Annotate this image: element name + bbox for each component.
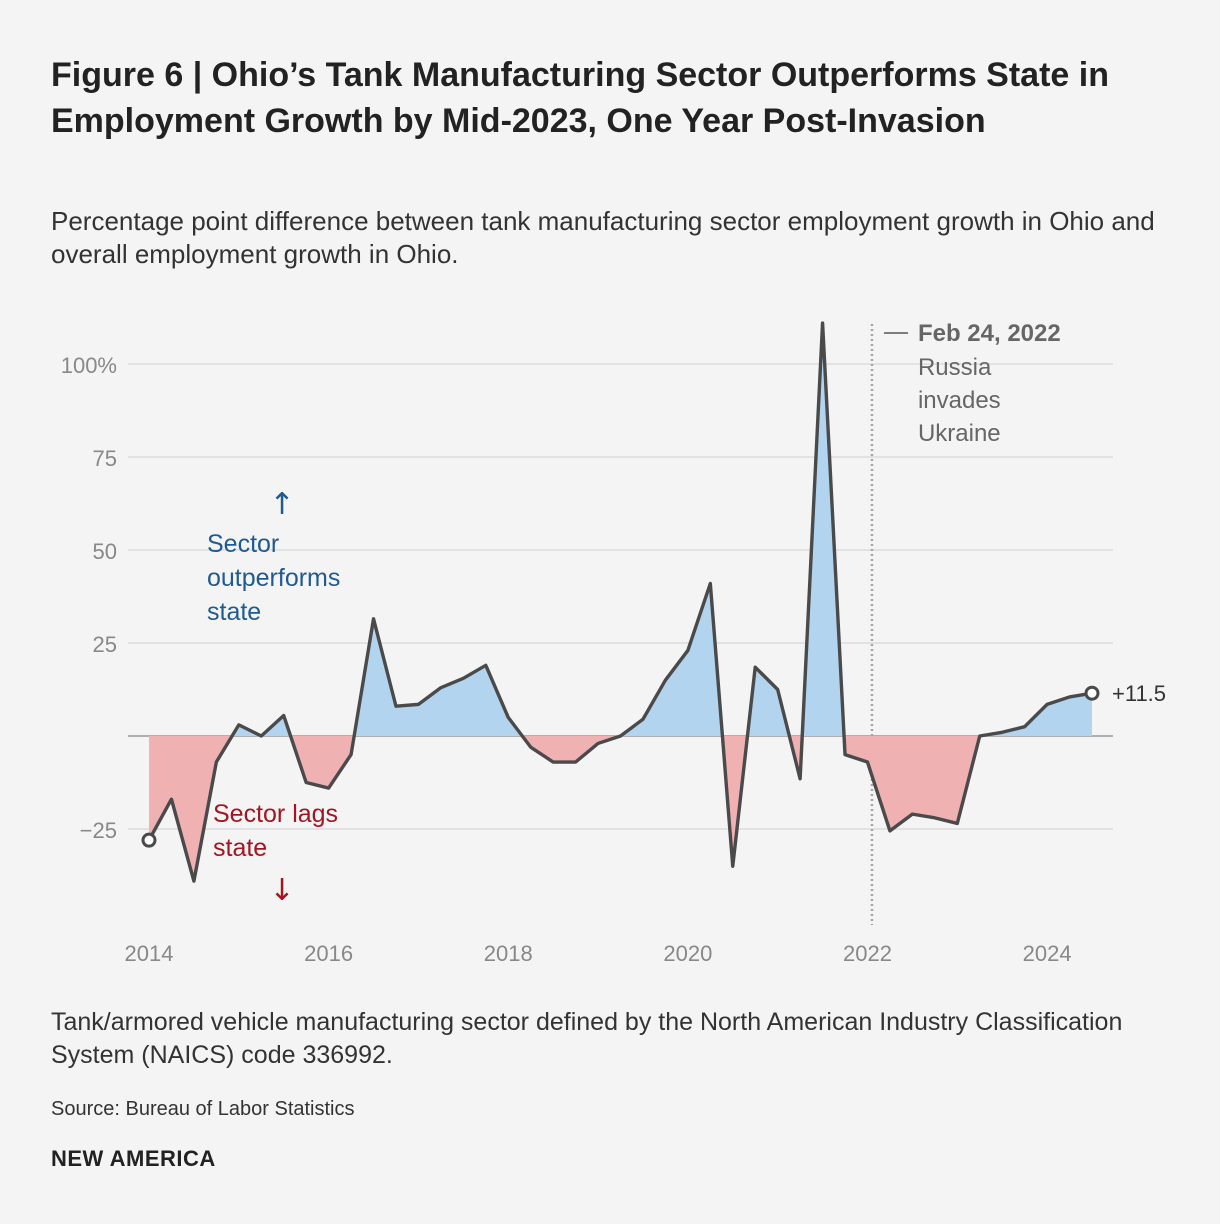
gridlines: [128, 324, 1113, 925]
lag-label-line: state: [213, 834, 267, 862]
end-point-marker: [1084, 685, 1100, 701]
y-tick-label: 50: [93, 539, 117, 564]
last-value-label: +11.5: [1112, 681, 1166, 706]
chart-labels: 100% 75 50 25 −25 2014 2016 2018 2020 2022 2024 +11…: [61, 320, 1166, 966]
negative-area: [149, 736, 233, 882]
positive-area: [802, 323, 845, 736]
event-date-label: Feb 24, 2022: [918, 320, 1061, 347]
negative-area: [722, 736, 748, 867]
footnote: Tank/armored vehicle manufacturing secto…: [51, 1008, 1123, 1069]
x-tick-label: 2016: [304, 941, 353, 966]
outperform-label-line: Sector: [207, 530, 279, 558]
x-tick-label: 2020: [663, 941, 712, 966]
y-tick-label: 25: [93, 632, 117, 657]
series-line: [141, 321, 1100, 883]
positive-area: [979, 693, 1092, 736]
x-tick-label: 2022: [843, 941, 892, 966]
negative-area: [290, 736, 355, 789]
event-description-line: Russia: [918, 354, 992, 381]
chart-title: Figure 6 | Ohio’s Tank Manufacturing Sec…: [51, 56, 1109, 140]
y-tick-label: 100%: [61, 353, 117, 378]
x-tick-label: 2018: [484, 941, 533, 966]
event-description-line: invades: [918, 387, 1001, 414]
lag-label-line: Sector lags: [213, 800, 338, 828]
y-tick-label: 75: [93, 446, 117, 471]
source-note: Source: Bureau of Labor Statistics: [51, 1098, 355, 1120]
positive-area: [620, 583, 723, 736]
y-tick-label: −25: [80, 818, 117, 843]
chart-subtitle: Percentage point difference between tank…: [51, 206, 1155, 269]
outperform-label-line: outperforms: [207, 564, 340, 592]
positive-area: [232, 715, 291, 736]
outperform-label-line: state: [207, 598, 261, 626]
start-point-marker: [141, 832, 157, 848]
event-description-line: Ukraine: [918, 420, 1001, 447]
up-arrow-icon: ↑: [269, 487, 294, 522]
x-tick-label: 2014: [125, 941, 174, 966]
brand-logo: NEW AMERICA: [51, 1146, 216, 1171]
negative-area: [522, 736, 621, 763]
positive-area: [747, 667, 790, 736]
line-area-chart: 100% 75 50 25 −25 2014 2016 2018 2020 2022 2024 +11…: [61, 320, 1166, 966]
negative-area: [844, 736, 980, 831]
series-line-path: [147, 321, 1093, 883]
down-arrow-icon: ↓: [269, 873, 294, 908]
x-tick-label: 2024: [1023, 941, 1072, 966]
